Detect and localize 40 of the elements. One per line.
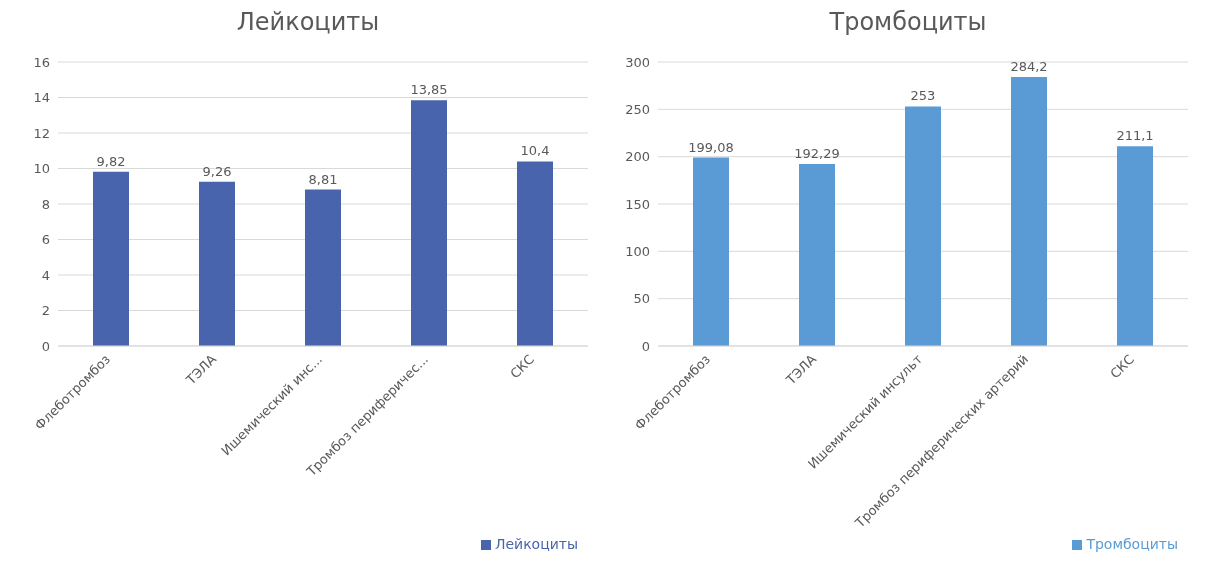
y-tick-label: 0 <box>41 338 50 354</box>
y-tick-label: 250 <box>625 101 650 117</box>
bar <box>199 181 235 346</box>
chart-title: Тромбоциты <box>828 8 988 38</box>
bar <box>693 157 729 346</box>
y-tick-label: 100 <box>625 243 650 259</box>
bar <box>517 161 553 346</box>
bar <box>1117 146 1153 346</box>
y-tick-label: 4 <box>41 267 50 283</box>
data-label: 8,81 <box>308 171 338 187</box>
y-tick-label: 300 <box>625 54 650 70</box>
data-label: 211,1 <box>1116 128 1154 144</box>
bar <box>1011 76 1047 346</box>
y-tick-label: 2 <box>41 303 50 319</box>
y-tick-label: 50 <box>633 291 650 307</box>
legend-label: Тромбоциты <box>1086 536 1178 552</box>
y-tick-label: 10 <box>33 161 50 177</box>
data-label: 9,82 <box>96 153 126 169</box>
bar <box>799 163 835 346</box>
y-tick-label: 8 <box>41 196 50 212</box>
data-label: 13,85 <box>410 82 448 98</box>
data-label: 10,4 <box>520 143 550 159</box>
y-tick-label: 200 <box>625 149 650 165</box>
y-tick-label: 150 <box>625 196 650 212</box>
data-label: 9,26 <box>202 163 232 179</box>
y-tick-label: 0 <box>641 338 650 354</box>
bar <box>305 189 341 346</box>
y-tick-label: 14 <box>33 90 50 106</box>
legend-label: Лейкоциты <box>494 536 578 552</box>
y-tick-label: 12 <box>33 125 50 141</box>
y-tick-label: 16 <box>33 54 50 70</box>
data-label: 199,08 <box>688 139 734 155</box>
chart-title: Лейкоциты <box>235 8 381 38</box>
y-tick-label: 6 <box>41 232 50 248</box>
data-label: 284,2 <box>1010 58 1048 74</box>
data-label: 192,29 <box>794 145 840 161</box>
bar <box>93 171 129 346</box>
bar <box>411 100 447 346</box>
data-label: 253 <box>910 88 936 104</box>
bar <box>905 106 941 346</box>
